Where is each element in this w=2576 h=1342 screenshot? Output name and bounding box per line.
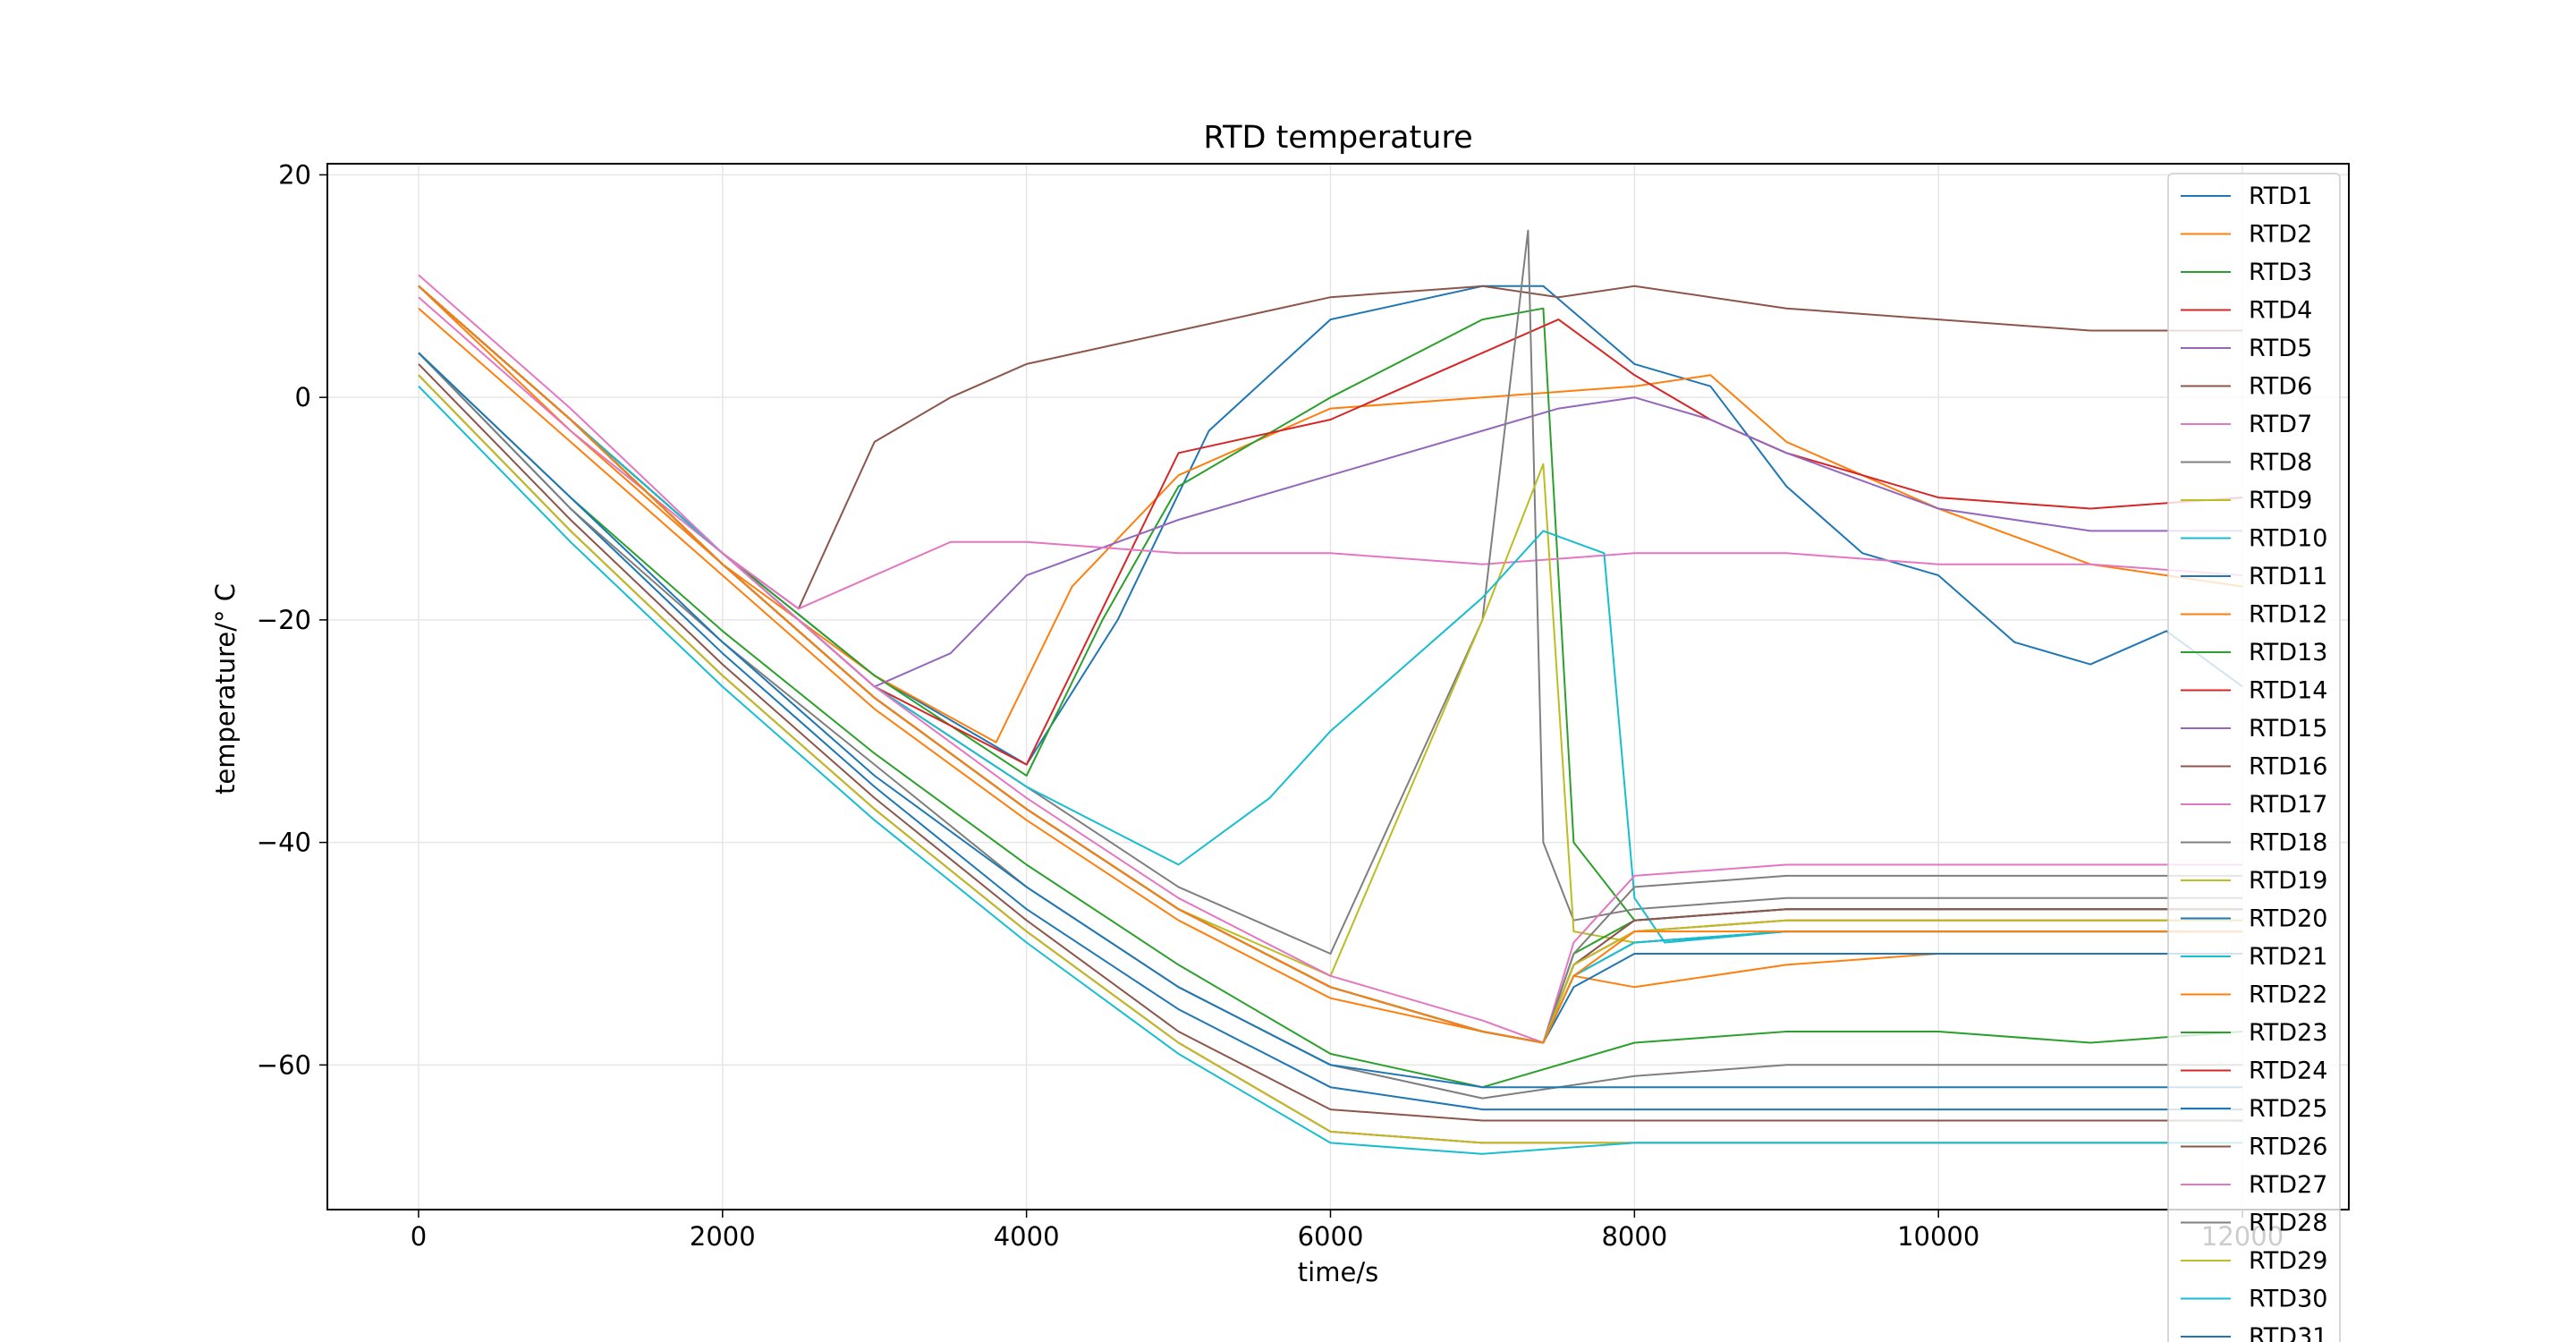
x-tick-label: 8000 [1601,1221,1667,1252]
legend-label: RTD17 [2249,791,2327,819]
y-tick-label: 0 [295,382,311,412]
legend-label: RTD13 [2249,639,2327,667]
legend-label: RTD2 [2249,221,2312,249]
legend-label: RTD12 [2249,601,2327,629]
legend-label: RTD30 [2249,1286,2327,1313]
legend-label: RTD15 [2249,715,2327,743]
legend-label: RTD6 [2249,373,2312,401]
series-line-rtd30 [418,386,2243,1155]
legend-label: RTD24 [2249,1057,2327,1085]
legend-label: RTD11 [2249,563,2327,590]
y-tick-label: −60 [257,1049,311,1080]
legend-label: RTD28 [2249,1210,2327,1237]
legend-label: RTD26 [2249,1134,2327,1161]
y-tick-label: −20 [257,605,311,635]
series-line-rtd2 [418,285,2243,743]
legend-label: RTD23 [2249,1019,2327,1047]
x-tick-label: 2000 [690,1221,756,1252]
series-line-rtd22 [418,285,2243,1044]
series-line-rtd31 [418,352,2243,1089]
legend-label: RTD27 [2249,1171,2327,1199]
legend-label: RTD9 [2249,487,2312,514]
grid [327,164,2349,1210]
legend-label: RTD22 [2249,981,2327,1009]
y-tick-label: 20 [278,159,311,190]
legend-label: RTD14 [2249,677,2327,705]
legend-label: RTD20 [2249,905,2327,933]
legend: RTD1 RTD2 RTD3 RTD4 RTD5 RTD6 RTD7 RTD8 RTD9 RTD1… [2167,173,2341,1342]
legend-label: RTD31 [2249,1323,2327,1342]
legend-label: RTD21 [2249,943,2327,971]
series-line-rtd26 [418,363,2243,1122]
legend-box [2167,173,2341,1342]
x-tick-label: 0 [411,1221,427,1252]
x-tick-label: 4000 [994,1221,1060,1252]
legend-label: RTD7 [2249,411,2312,438]
legend-label: RTD25 [2249,1095,2327,1123]
series-line-rtd23 [418,352,2243,1089]
legend-label: RTD1 [2249,183,2312,210]
series-line-rtd17 [418,274,2243,1044]
plot-lines [418,229,2243,1155]
legend-label: RTD18 [2249,829,2327,857]
legend-label: RTD8 [2249,449,2312,477]
y-axis-label: temperature/° C [210,583,241,794]
legend-label: RTD29 [2249,1247,2327,1275]
x-tick-label: 10000 [1897,1221,1979,1252]
legend-label: RTD10 [2249,525,2327,553]
series-line-rtd7 [418,296,2243,610]
legend-label: RTD16 [2249,753,2327,781]
x-tick-label: 6000 [1298,1221,1364,1252]
x-axis-label: time/s [1298,1257,1378,1287]
plot-frame [326,163,2350,1210]
legend-label: RTD4 [2249,297,2312,325]
chart-title: RTD temperature [1203,120,1472,156]
legend-label: RTD19 [2249,867,2327,895]
series-line-rtd25 [418,352,2243,1111]
legend-label: RTD5 [2249,335,2312,362]
y-tick-label: −40 [257,828,311,858]
legend-label: RTD3 [2249,259,2312,286]
